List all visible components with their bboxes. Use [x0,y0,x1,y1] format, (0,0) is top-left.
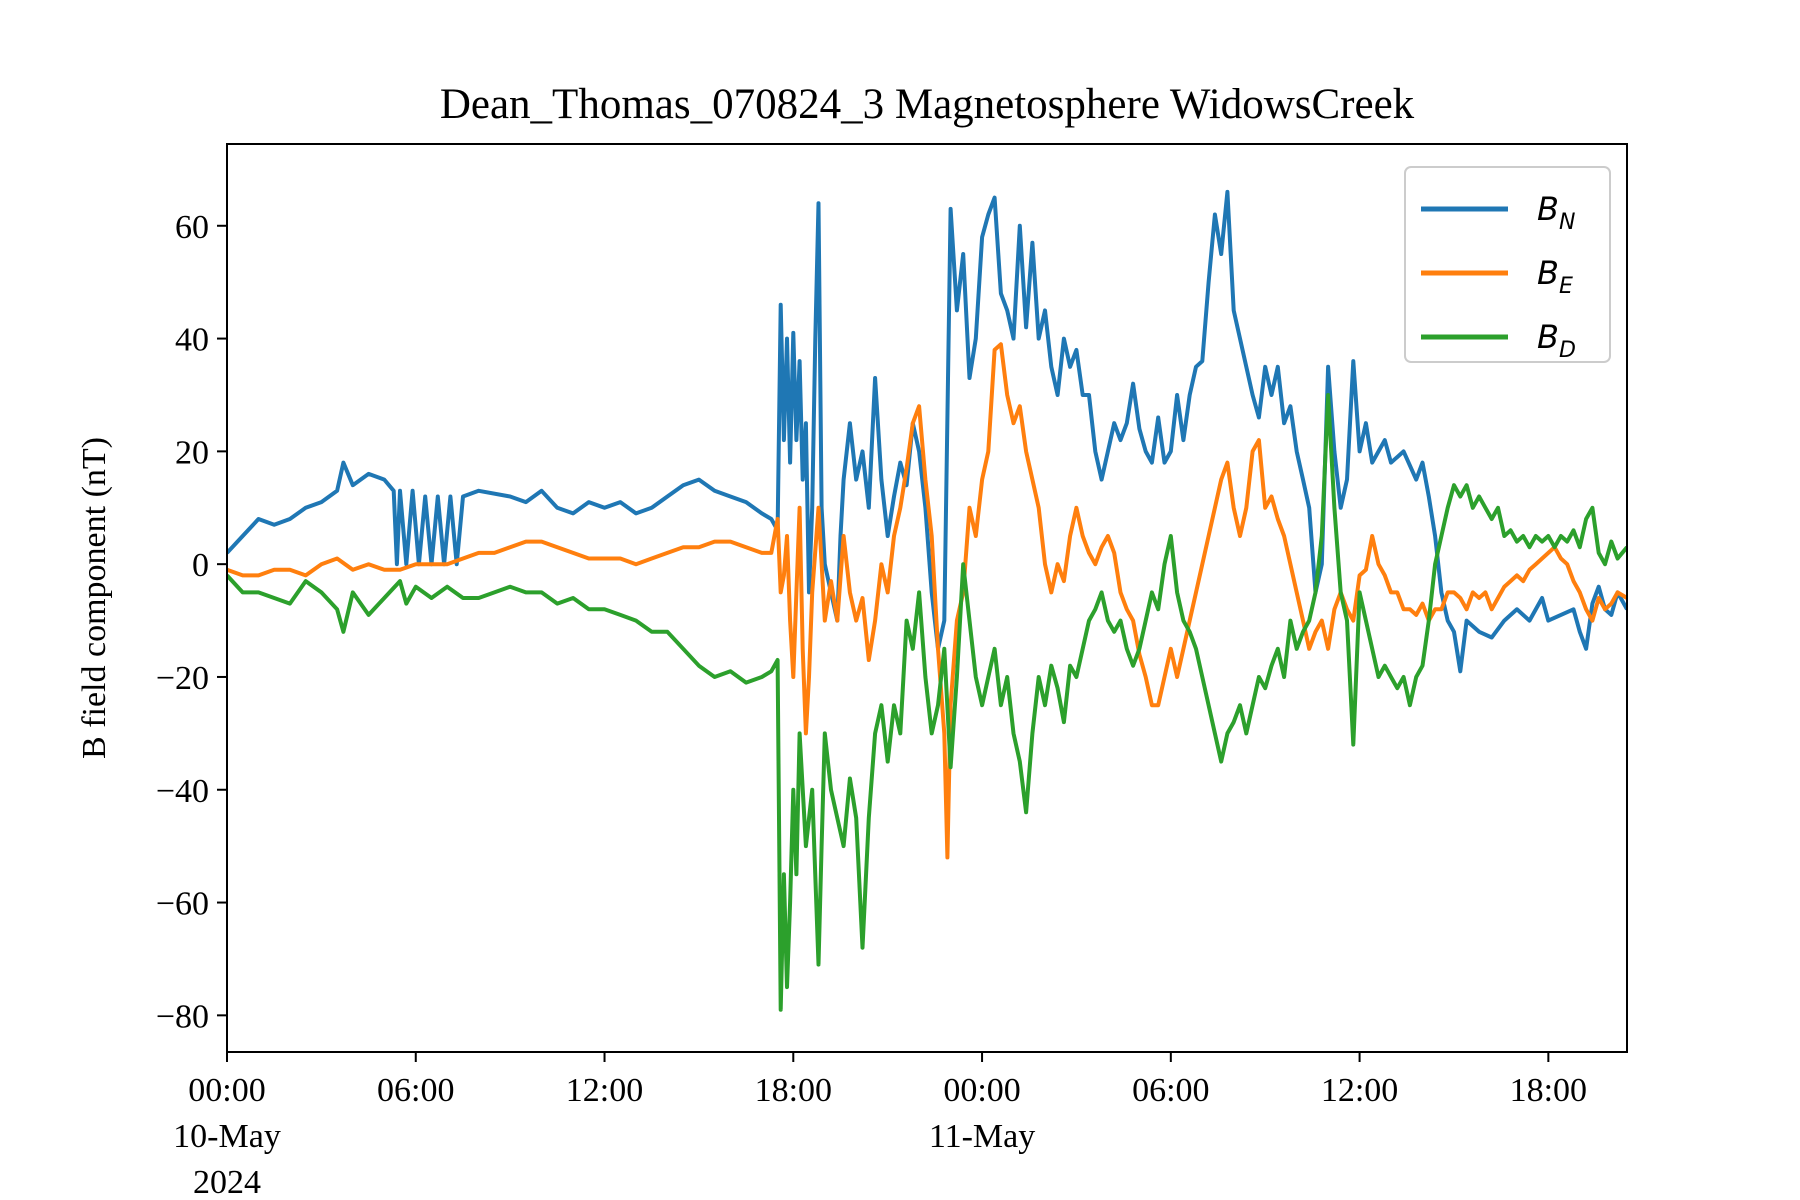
legend-label-bd: BD [1537,318,1576,363]
x-tick-label: 10-May [173,1118,281,1155]
x-axis: 00:00 10-May 2024 06:00 12:00 18:00 00:00 11-Ma… [173,1052,1587,1200]
x-tick-label: 00:00 [943,1072,1020,1109]
y-tick-label: 20 [175,434,209,471]
legend-label-bn: BN [1537,190,1575,235]
x-tick-label: 06:00 [377,1072,454,1109]
series-line-bd [227,393,1627,1012]
x-tick-label: 2024 [193,1164,261,1200]
x-tick-label: 18:00 [1510,1072,1587,1109]
x-tick-label: 18:00 [755,1072,832,1109]
y-axis: 60 40 20 0 −20 −40 −60 −80 [156,209,227,1035]
chart-title: Dean_Thomas_070824_3 Magnetosphere Widow… [440,81,1415,128]
x-tick-label: 06:00 [1132,1072,1209,1109]
y-tick-label: −40 [156,773,209,810]
y-tick-label: −20 [156,660,209,697]
y-tick-label: 0 [192,547,209,584]
legend-box [1404,166,1611,363]
plot-area [227,189,1627,1012]
y-axis-label: B field component (nT) [76,437,113,759]
y-tick-label: 60 [175,209,209,246]
series-line-be [227,342,1627,860]
x-tick-label: 00:00 [188,1072,265,1109]
y-tick-label: −80 [156,998,209,1035]
plot-frame [226,143,1628,1053]
series-line-bn [227,189,1627,674]
legend-label-be: BE [1537,254,1573,299]
x-tick-label: 12:00 [566,1072,643,1109]
legend: BN BE BD [1404,166,1611,363]
y-tick-label: 40 [175,322,209,359]
x-tick-label: 12:00 [1321,1072,1398,1109]
y-tick-label: −60 [156,886,209,923]
x-tick-label: 11-May [929,1118,1035,1155]
